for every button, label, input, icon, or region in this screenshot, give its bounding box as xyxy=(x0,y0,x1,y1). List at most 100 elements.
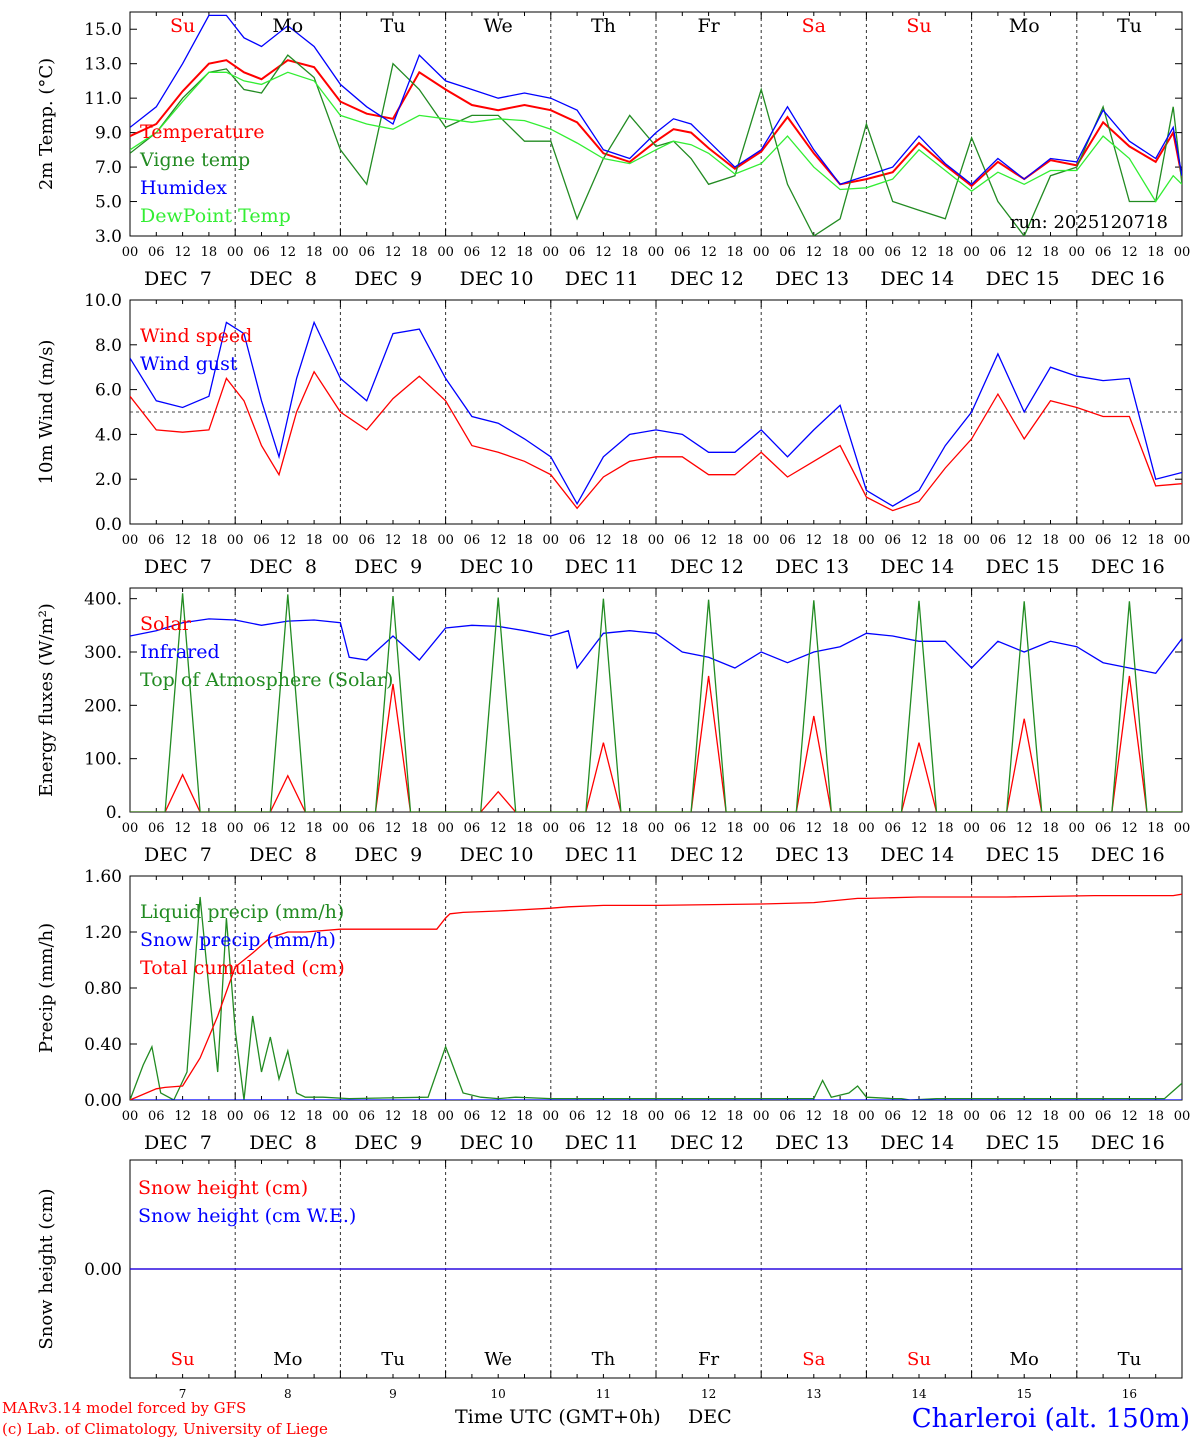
date-label: DEC 9 xyxy=(354,556,422,578)
hour-tick-label: 18 xyxy=(201,245,218,260)
hour-tick-label: 12 xyxy=(700,821,717,836)
hour-tick-label: 12 xyxy=(911,1109,928,1124)
hour-tick-label: 06 xyxy=(464,1109,481,1124)
temperature-ytick-label: 11.0 xyxy=(84,89,122,109)
date-label: DEC 12 xyxy=(670,268,744,290)
hour-tick-label: 00 xyxy=(543,821,560,836)
hour-tick-label: 06 xyxy=(779,533,796,548)
hour-tick-label: 12 xyxy=(1016,821,1033,836)
hour-tick-label: 06 xyxy=(1095,1109,1112,1124)
hour-tick-label: 00 xyxy=(227,821,244,836)
energy-legend-2: Top of Atmosphere (Solar) xyxy=(140,669,393,691)
date-label: DEC 15 xyxy=(986,844,1060,866)
hour-tick-label: 12 xyxy=(806,821,823,836)
hour-tick-label: 18 xyxy=(727,533,744,548)
temperature-legend-3: DewPoint Temp xyxy=(140,205,291,227)
hour-tick-label: 00 xyxy=(648,245,665,260)
date-label: DEC 15 xyxy=(986,556,1060,578)
temperature-frame xyxy=(129,11,1183,237)
hour-tick-label: 06 xyxy=(884,1109,901,1124)
hour-tick-label: 06 xyxy=(990,821,1007,836)
hour-tick-label: 12 xyxy=(806,1109,823,1124)
hour-tick-label: 06 xyxy=(464,821,481,836)
temperature-legend-0: Temperature xyxy=(140,121,264,143)
hour-tick-label: 12 xyxy=(595,1109,612,1124)
hour-tick-label: 06 xyxy=(148,1109,165,1124)
hour-tick-label: 12 xyxy=(385,245,402,260)
hour-tick-label: 12 xyxy=(595,245,612,260)
hour-tick-label: 18 xyxy=(411,245,428,260)
hour-tick-label: 06 xyxy=(1095,245,1112,260)
hour-tick-label: 00 xyxy=(963,245,980,260)
hour-tick-label: 12 xyxy=(174,821,191,836)
energy-series-top-of-atmosphere-solar- xyxy=(130,593,1182,812)
x-axis-month: DEC xyxy=(688,1406,732,1428)
date-label: DEC 16 xyxy=(1091,268,1165,290)
hour-tick-label: 00 xyxy=(122,1109,139,1124)
precip-ytick-label: 0.40 xyxy=(84,1035,122,1055)
hour-tick-label: 06 xyxy=(253,1109,270,1124)
hour-tick-label: 12 xyxy=(1121,821,1138,836)
hour-tick-label: 18 xyxy=(1147,533,1164,548)
energy-ytick-label: 300. xyxy=(84,643,122,663)
hour-tick-label: 18 xyxy=(411,533,428,548)
wind-legend-0: Wind speed xyxy=(140,325,252,347)
hour-tick-label: 00 xyxy=(858,533,875,548)
hour-tick-label: 18 xyxy=(306,245,323,260)
hour-tick-label: 00 xyxy=(1069,1109,1086,1124)
hour-tick-label: 12 xyxy=(595,821,612,836)
hour-tick-label: 00 xyxy=(648,821,665,836)
hour-tick-label: 12 xyxy=(490,821,507,836)
hour-tick-label: 12 xyxy=(1016,1109,1033,1124)
hour-tick-label: 00 xyxy=(963,1109,980,1124)
bottom-day-label: Su xyxy=(171,1349,195,1370)
wind-ytick-label: 8.0 xyxy=(95,336,122,356)
wind-ytick-label: 4.0 xyxy=(95,425,122,445)
wind-ytick-label: 10.0 xyxy=(84,291,122,311)
hour-tick-label: 06 xyxy=(1095,821,1112,836)
hour-tick-label: 00 xyxy=(227,1109,244,1124)
hour-tick-label: 12 xyxy=(700,533,717,548)
chart-text: 3.0 5.0 7.0 9.0 11.0 13.0 15.0 2m Temp. (°C) Tem… xyxy=(2,15,1190,1438)
hour-tick-label: 00 xyxy=(963,821,980,836)
hour-tick-label: 18 xyxy=(937,821,954,836)
hour-tick-label: 00 xyxy=(1174,1109,1191,1124)
hour-tick-label: 12 xyxy=(700,245,717,260)
hour-tick-label: 12 xyxy=(700,1109,717,1124)
hour-tick-label: 18 xyxy=(937,1109,954,1124)
hour-tick-label: 18 xyxy=(621,821,638,836)
hour-tick-label: 00 xyxy=(543,533,560,548)
temperature-ytick-label: 15.0 xyxy=(84,20,122,40)
hour-tick-label: 18 xyxy=(1042,1109,1059,1124)
hour-tick-label: 00 xyxy=(963,533,980,548)
hour-tick-label: 00 xyxy=(122,821,139,836)
hour-tick-label: 18 xyxy=(1147,245,1164,260)
precip-series-total-cumulated-cm- xyxy=(130,893,1182,1100)
date-label: DEC 16 xyxy=(1091,844,1165,866)
bottom-day-label: Th xyxy=(592,1349,616,1370)
snow-legend-0: Snow height (cm) xyxy=(138,1177,308,1199)
hour-tick-label: 06 xyxy=(674,245,691,260)
hour-tick-label: 06 xyxy=(569,821,586,836)
date-label: DEC 13 xyxy=(775,1132,849,1154)
hour-tick-label: 06 xyxy=(674,1109,691,1124)
date-label: DEC 9 xyxy=(354,844,422,866)
hour-tick-label: 18 xyxy=(516,533,533,548)
temperature-series-dewpoint-temp xyxy=(130,71,1182,203)
hour-tick-label: 06 xyxy=(779,1109,796,1124)
hour-tick-label: 06 xyxy=(569,533,586,548)
top-day-label: Tu xyxy=(1117,15,1142,37)
hour-tick-label: 00 xyxy=(122,533,139,548)
date-label: DEC 12 xyxy=(670,844,744,866)
top-day-label: Fr xyxy=(697,15,720,37)
bottom-day-number: 13 xyxy=(806,1387,821,1401)
hour-tick-label: 00 xyxy=(543,245,560,260)
date-label: DEC 7 xyxy=(144,844,212,866)
energy-ytick-label: 400. xyxy=(84,590,122,610)
date-label: DEC 15 xyxy=(986,268,1060,290)
date-label: DEC 15 xyxy=(986,1132,1060,1154)
hour-tick-label: 18 xyxy=(727,821,744,836)
hour-tick-label: 06 xyxy=(148,821,165,836)
